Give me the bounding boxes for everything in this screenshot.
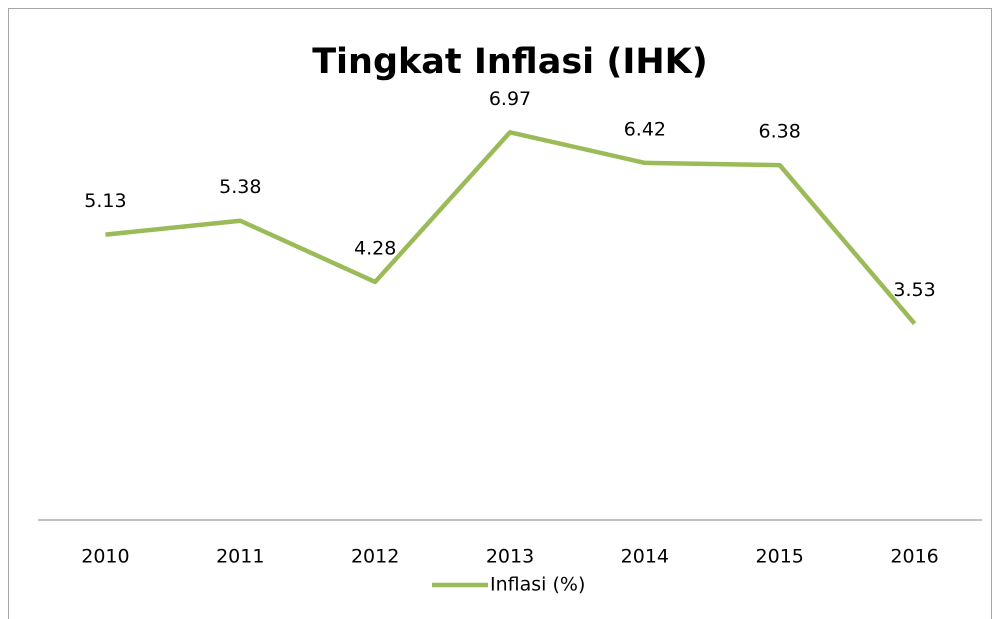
x-tick-label: 2010 [81, 546, 129, 568]
data-label: 5.38 [219, 176, 261, 198]
x-tick-label: 2011 [216, 546, 264, 568]
series-line [105, 130, 917, 326]
data-label: 6.97 [489, 88, 531, 110]
chart-title: Tingkat Inflasi (IHK) [312, 42, 708, 82]
x-tick-label: 2012 [351, 546, 399, 568]
data-label: 6.42 [624, 118, 666, 140]
data-label: 5.13 [84, 190, 126, 212]
x-tick-label: 2016 [890, 546, 938, 568]
data-label: 6.38 [759, 121, 801, 143]
x-tick-label: 2014 [621, 546, 669, 568]
x-tick-label: 2015 [756, 546, 804, 568]
data-label: 3.53 [893, 279, 935, 301]
x-tick-label: 2013 [486, 546, 534, 568]
chart-frame [8, 8, 992, 619]
legend-label: Inflasi (%) [490, 574, 585, 596]
data-label: 4.28 [354, 237, 396, 259]
